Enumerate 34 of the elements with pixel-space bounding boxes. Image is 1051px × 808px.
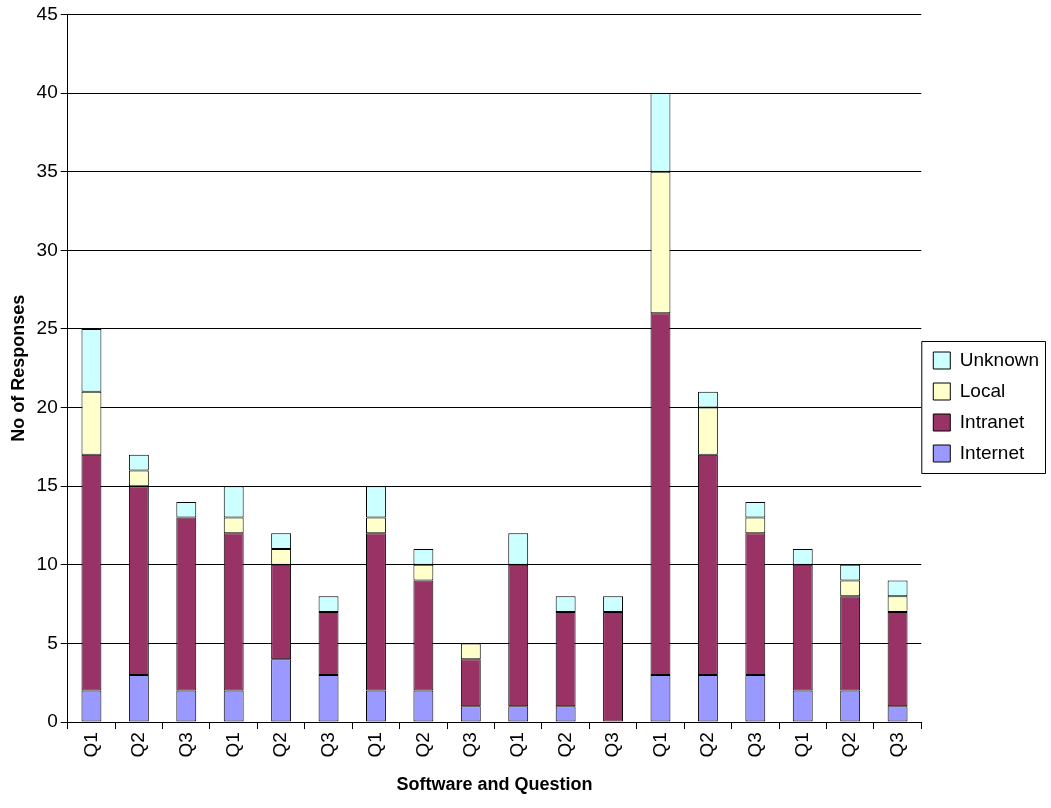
x-tick-label: Q1	[790, 732, 812, 758]
x-tick-label: Q1	[221, 732, 243, 758]
y-tick-label: 10	[36, 553, 58, 575]
y-tick-label: 35	[36, 159, 58, 181]
x-tick-label: Q3	[316, 732, 338, 758]
legend-label: Internet	[959, 441, 1025, 463]
x-tick-label: Q2	[838, 732, 860, 758]
x-tick-label: Q1	[79, 732, 101, 758]
y-tick-label: 45	[36, 2, 58, 24]
legend-label: Unknown	[959, 348, 1040, 370]
y-axis-title: No of Responses	[7, 294, 28, 442]
y-tick-label: 25	[36, 317, 58, 339]
x-tick-label: Q2	[411, 732, 433, 758]
y-tick-label: 0	[47, 710, 58, 732]
y-tick-label: 40	[36, 81, 58, 103]
x-tick-label: Q2	[127, 732, 149, 758]
x-tick-label: Q3	[885, 732, 907, 758]
x-tick-label: Q1	[648, 732, 670, 758]
x-tick-label: Q3	[174, 732, 196, 758]
x-tick-label: Q1	[364, 732, 386, 758]
y-tick-label: 30	[36, 238, 58, 260]
y-tick-label: 5	[47, 631, 58, 653]
x-tick-label: Q2	[553, 732, 575, 758]
y-tick-label: 15	[36, 474, 58, 496]
x-tick-label: Q3	[459, 732, 481, 758]
legend-label: Intranet	[959, 410, 1025, 432]
legend-label: Local	[959, 379, 1006, 401]
x-tick-label: Q1	[506, 732, 528, 758]
x-tick-label: Q3	[743, 732, 765, 758]
x-tick-label: Q2	[696, 732, 718, 758]
x-tick-label: Q3	[601, 732, 623, 758]
x-axis-title: Software and Question	[396, 774, 593, 795]
x-tick-label: Q2	[269, 732, 291, 758]
y-tick-label: 20	[36, 395, 58, 417]
